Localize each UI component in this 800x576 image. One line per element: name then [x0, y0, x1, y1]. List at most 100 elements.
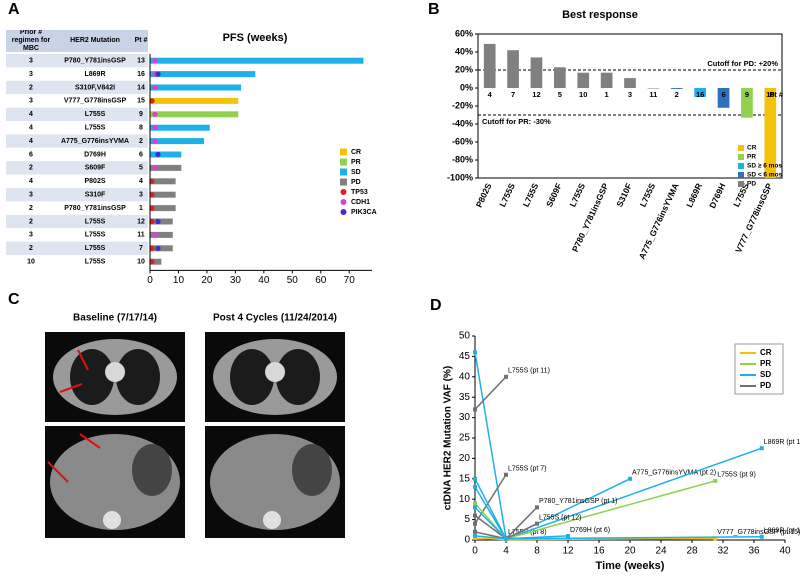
- chart-title: Best response: [562, 9, 638, 21]
- table-cell: 16: [137, 71, 145, 78]
- pt-number: 5: [558, 90, 562, 99]
- pt-number: 15: [766, 90, 774, 99]
- table-cell: 4: [29, 111, 33, 118]
- table-cell: 3: [29, 58, 33, 65]
- alteration-dot: [152, 111, 158, 117]
- table-cell: L755S: [85, 259, 106, 266]
- table-cell: L755S: [85, 125, 106, 132]
- x-tick-label: 30: [230, 275, 242, 286]
- series-label: D769H (pt 6): [570, 527, 610, 534]
- x-tick-label: 16: [593, 546, 605, 557]
- legend-swatch: [340, 209, 347, 215]
- x-tick-label: L869R: [684, 182, 704, 209]
- pt-number: 16: [696, 90, 704, 99]
- ct-images: [45, 332, 345, 538]
- pt-number: 7: [511, 90, 515, 99]
- legend-label: PD: [760, 381, 771, 390]
- image-title: Post 4 Cycles (11/24/2014): [213, 313, 337, 324]
- point: [504, 536, 508, 541]
- legend-swatch: [738, 163, 744, 169]
- alteration-dot: [155, 71, 161, 77]
- bar: [694, 88, 706, 97]
- table-cell: 4: [29, 125, 33, 132]
- x-tick-label: 40: [779, 546, 791, 557]
- line: [474, 474, 507, 525]
- series-label: L869R (pt 16): [764, 528, 800, 535]
- alteration-dot: [149, 218, 155, 225]
- alteration-dot: [149, 98, 155, 104]
- table-cell: 3: [139, 192, 143, 199]
- legend-swatch: [738, 181, 744, 187]
- legend-label: PD: [747, 181, 756, 188]
- x-tick-label: 28: [686, 546, 698, 557]
- table-row: [6, 255, 148, 269]
- y-tick-label: 40%: [455, 46, 473, 56]
- x-tick-label: 0: [472, 546, 478, 557]
- table-cell: 6: [29, 151, 33, 158]
- bar: [150, 258, 162, 265]
- series-label: L755S (pt 7): [508, 466, 547, 473]
- alteration-dot: [152, 138, 158, 144]
- table-cell: 11: [137, 232, 145, 239]
- y-tick-label: 40: [459, 371, 471, 382]
- panel-label: A: [8, 1, 20, 18]
- bar: [764, 88, 777, 178]
- series-label: L869R (pt 14): [764, 439, 800, 446]
- bar: [150, 111, 239, 118]
- table-cell: L755S: [85, 218, 106, 225]
- point: [473, 407, 477, 412]
- bar: [741, 88, 753, 118]
- y-tick-label: 50: [459, 331, 471, 342]
- point: [473, 529, 477, 534]
- line: [474, 447, 763, 540]
- table-row: [6, 188, 148, 202]
- legend-label: SD ≥ 6 mos: [747, 163, 782, 170]
- table-cell: 14: [137, 84, 145, 91]
- bar: [150, 151, 182, 158]
- x-tick-label: 32: [717, 546, 729, 557]
- point: [473, 535, 477, 540]
- bar: [150, 84, 242, 91]
- bar: [647, 88, 660, 89]
- x-tick-label: 60: [315, 275, 327, 286]
- table-cell: L755S: [85, 232, 106, 239]
- table-row: [6, 67, 148, 81]
- legend-swatch: [738, 154, 744, 160]
- bar: [150, 205, 176, 212]
- y-tick-label: -40%: [452, 118, 473, 128]
- table-cell: 3: [29, 98, 33, 105]
- table-cell: 10: [137, 259, 145, 266]
- bar: [483, 43, 496, 88]
- table-cell: 2: [29, 84, 33, 91]
- x-tick-label: D769H: [707, 182, 727, 210]
- table-cell: P802S: [84, 178, 105, 185]
- y-axis-label: ctDNA HER2 Mutation VAF (%): [443, 366, 454, 510]
- x-tick-label: 50: [287, 275, 299, 286]
- alteration-dot: [149, 192, 155, 198]
- point: [473, 513, 477, 518]
- point: [535, 521, 539, 526]
- y-tick-label: 25: [459, 433, 471, 444]
- x-tick-label: L755S: [521, 181, 541, 208]
- pt-number: 9: [745, 90, 749, 99]
- table-cell: S310F: [85, 192, 106, 199]
- point: [713, 478, 718, 483]
- y-tick-label: 45: [459, 351, 471, 362]
- table-row: [6, 147, 148, 162]
- threshold-label: Cutoff for PD: +20%: [707, 59, 778, 68]
- x-tick-label: 40: [258, 275, 270, 286]
- alteration-dot: [152, 165, 158, 171]
- pt-number: 6: [721, 90, 725, 99]
- series-label: L755S (pt 9): [717, 472, 756, 479]
- bar: [150, 218, 173, 225]
- legend-label: PIK3CA: [351, 209, 377, 216]
- table-row: [6, 161, 148, 175]
- pt-number: 10: [579, 90, 587, 99]
- y-tick-label: -60%: [452, 136, 473, 146]
- legend-label: SD < 6 mos: [747, 172, 783, 179]
- point: [473, 484, 477, 489]
- y-tick-label: 60%: [455, 28, 473, 38]
- bar: [717, 88, 730, 108]
- point: [713, 536, 718, 541]
